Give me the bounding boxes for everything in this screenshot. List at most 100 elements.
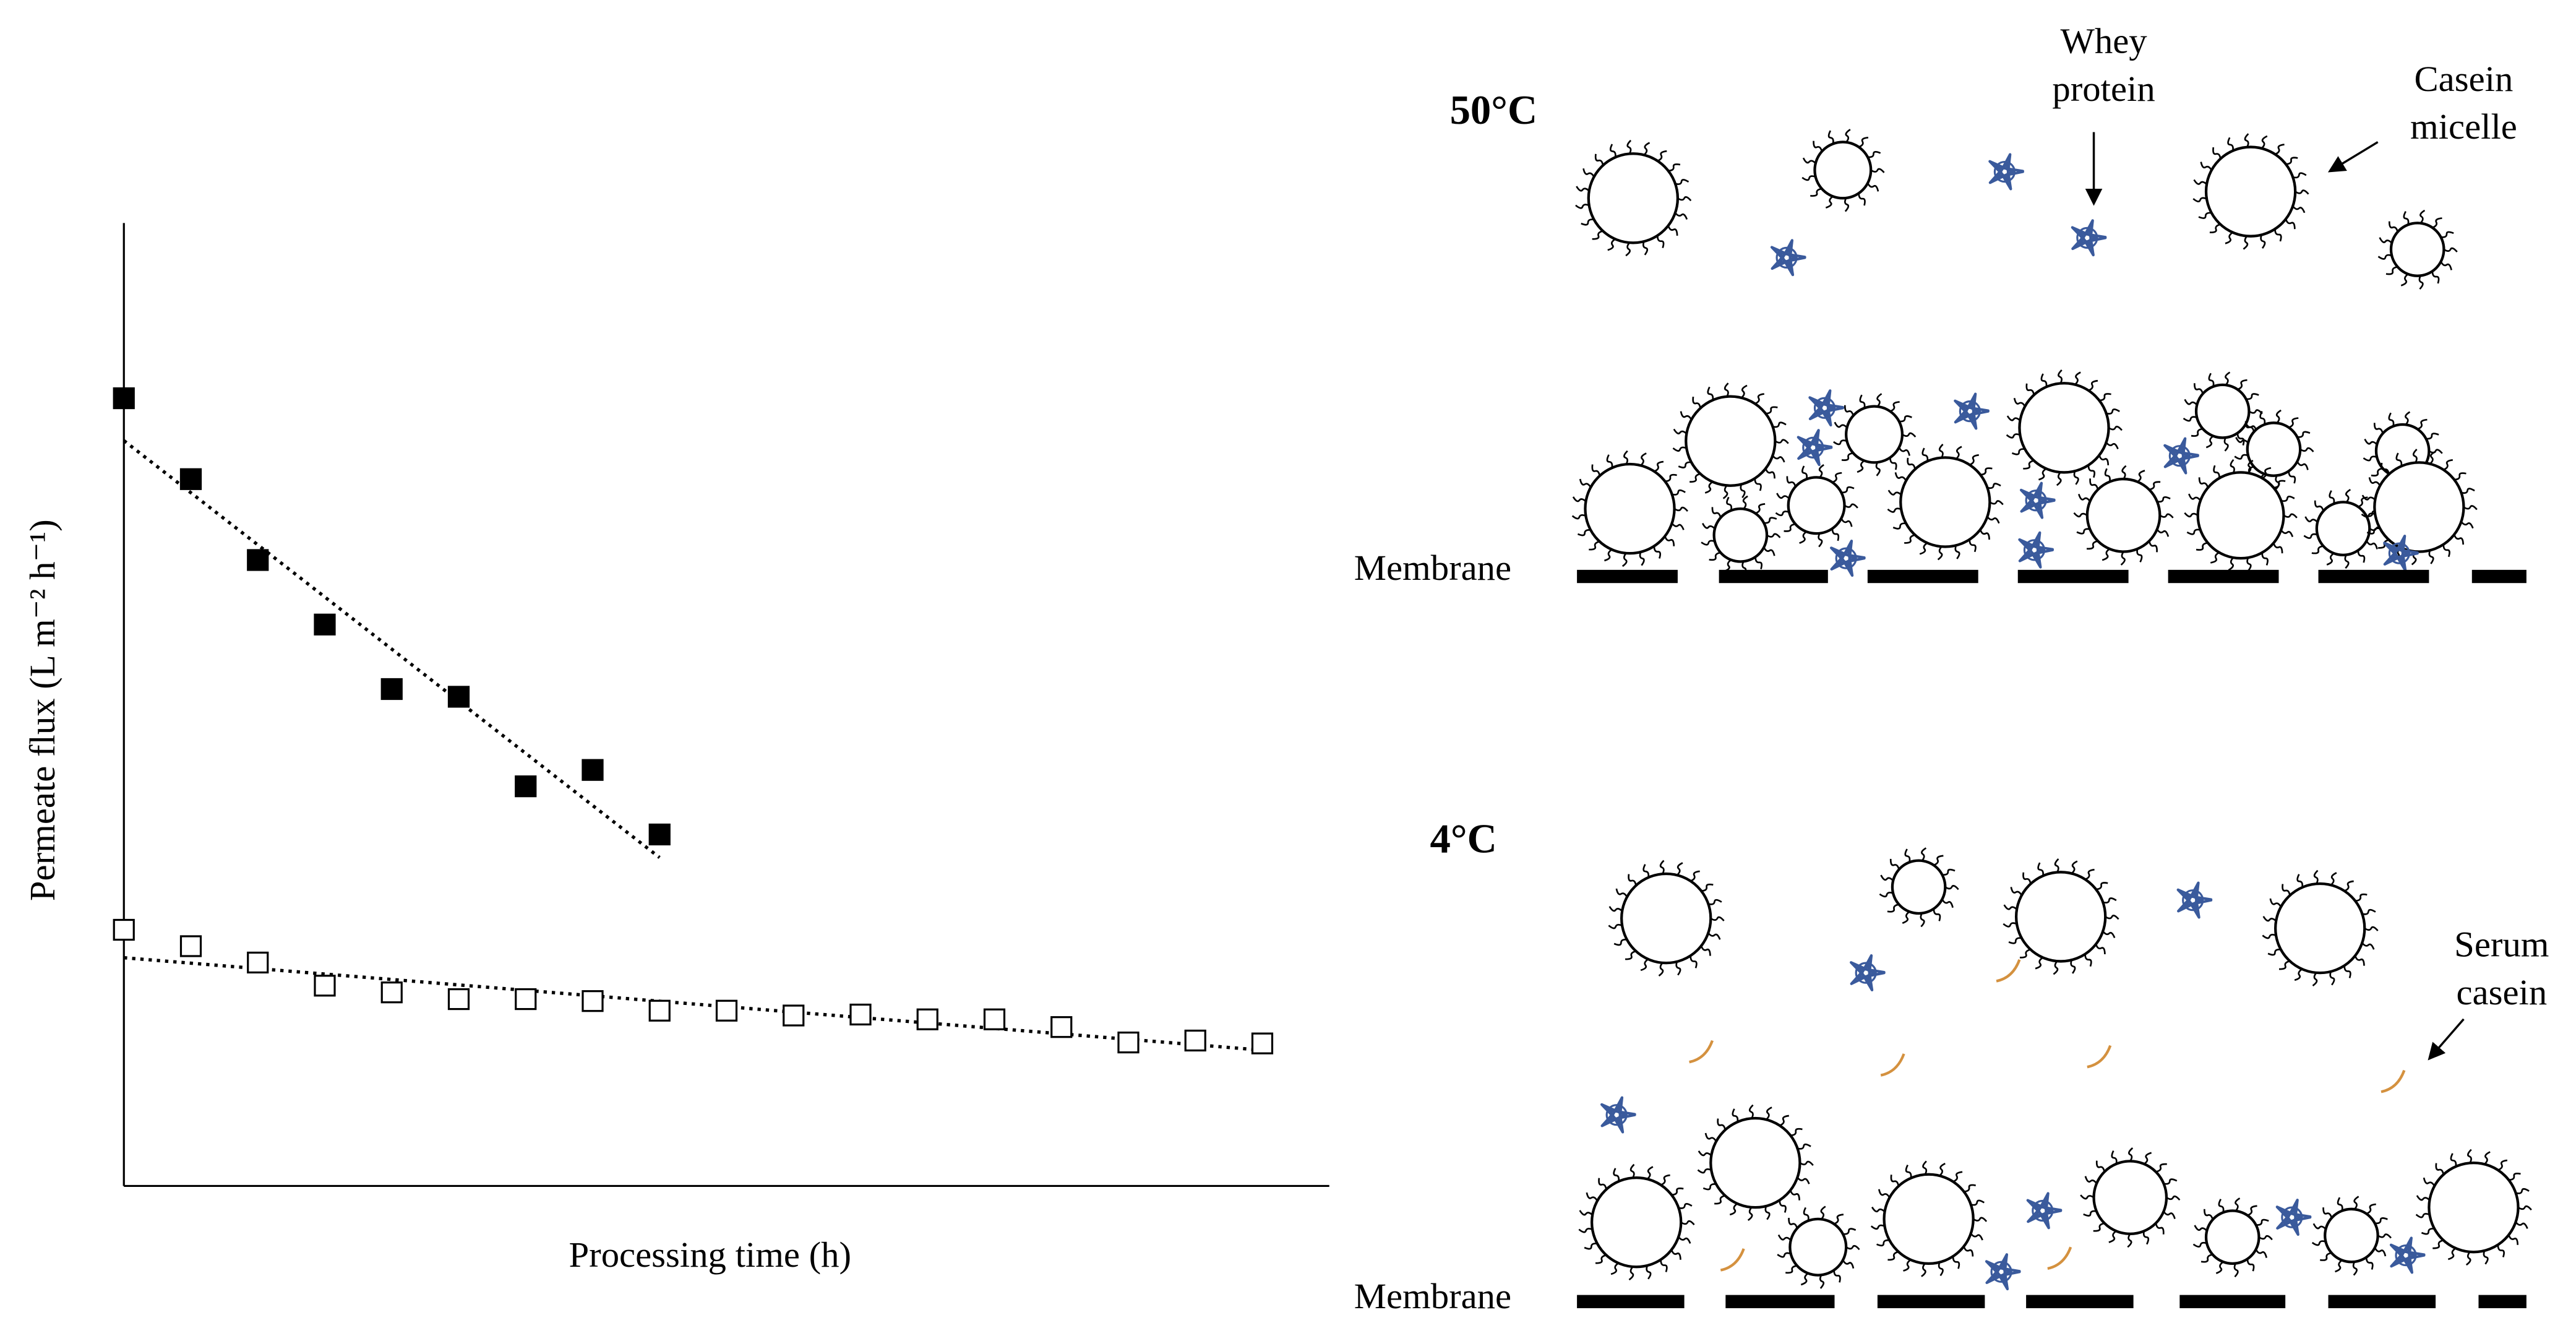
kappa-hair — [1832, 472, 1842, 483]
kappa-hair — [2163, 1210, 2176, 1219]
kappa-hair — [1880, 874, 1894, 882]
kappa-hair — [1742, 495, 1748, 510]
kappa-hair — [1698, 1150, 1712, 1157]
kappa-hair — [1740, 484, 1746, 499]
kappa-hair — [2368, 477, 2381, 486]
kappa-hair — [1621, 553, 1628, 567]
kappa-hair — [2364, 438, 2378, 446]
kappa-hair — [2163, 1178, 2178, 1185]
kappa-hair — [2225, 231, 2234, 244]
marker — [648, 823, 671, 846]
kappa-hair — [2294, 968, 2303, 981]
marker — [916, 1008, 938, 1030]
kappa-hair — [1671, 522, 1685, 530]
kappa-hair — [2295, 189, 2309, 195]
kappa-hair — [2412, 449, 2418, 464]
marker — [1050, 1016, 1073, 1038]
kappa-hair — [2278, 960, 2290, 970]
kappa-hair — [2260, 235, 2266, 249]
kappa-hair — [1876, 1239, 1890, 1247]
casein-micelle — [1883, 1173, 1975, 1265]
kappa-hair — [1710, 916, 1725, 921]
whey-protein — [2395, 1244, 2417, 1267]
kappa-hair — [2312, 1223, 2327, 1230]
kappa-hair — [1790, 1128, 1803, 1137]
kappa-hair — [1707, 932, 1721, 940]
kappa-hair — [2230, 459, 2235, 473]
kappa-hair — [2463, 505, 2478, 511]
kappa-hair — [1692, 396, 1701, 408]
kappa-hair — [2247, 1205, 2257, 1217]
whey-protein — [1959, 400, 1981, 423]
kappa-hair — [1939, 1162, 1946, 1176]
whey-protein — [2023, 539, 2046, 561]
kappa-hair — [2395, 452, 2403, 467]
casein-micelle — [1587, 152, 1680, 244]
serum-label: casein — [2456, 972, 2547, 1012]
kappa-hair — [2089, 478, 2099, 490]
kappa-hair — [2377, 254, 2392, 260]
kappa-hair — [2037, 862, 2044, 876]
kappa-hair — [2261, 552, 2269, 566]
kappa-hair — [1840, 518, 1853, 527]
kappa-hair — [2403, 211, 2410, 225]
kappa-hair — [1729, 1202, 1738, 1216]
kappa-hair — [2098, 455, 2110, 465]
kappa-hair — [2357, 550, 2366, 563]
kappa-hair — [2364, 926, 2379, 931]
kappa-hair — [2040, 373, 2048, 387]
kappa-hair — [1678, 1202, 1693, 1209]
kappa-hair — [2053, 960, 2059, 975]
whey-protein — [2076, 226, 2098, 249]
kappa-hair — [2343, 965, 2351, 978]
whey-protein — [2168, 445, 2191, 467]
kappa-hair — [2246, 557, 2252, 572]
casein-micelle — [1891, 859, 1947, 915]
membrane-segment — [2179, 1295, 2286, 1308]
membrane-segment — [1577, 569, 1678, 584]
serum-casein — [2381, 1069, 2406, 1093]
marker — [582, 990, 604, 1012]
kappa-hair — [1639, 551, 1645, 566]
kappa-hair — [1754, 478, 1762, 491]
kappa-hair — [2073, 512, 2088, 518]
kappa-hair — [2345, 489, 2351, 503]
kappa-hair — [1871, 1206, 1886, 1213]
kappa-hair — [2428, 449, 2443, 454]
kappa-hair — [1680, 411, 1693, 420]
kappa-hair — [1944, 885, 1959, 890]
kappa-hair — [2235, 1197, 2241, 1212]
kappa-hair — [1589, 540, 1600, 551]
kappa-hair — [2244, 421, 2255, 433]
whey-protein — [2281, 1206, 2303, 1228]
marker — [715, 999, 738, 1022]
kappa-hair — [2453, 534, 2464, 545]
kappa-hair — [2330, 872, 2337, 886]
casein-micelle — [2274, 882, 2366, 975]
kappa-hair — [1825, 196, 1834, 209]
kappa-hair — [1970, 1233, 1983, 1241]
kappa-hair — [2428, 550, 2434, 564]
kappa-hair — [1788, 1217, 1798, 1229]
kappa-hair — [1667, 225, 1678, 236]
kappa-hair — [1904, 848, 1911, 863]
casein-micelle — [2014, 871, 2107, 963]
panel-title: 50°C — [1450, 88, 1538, 133]
kappa-hair — [1678, 461, 1692, 468]
kappa-hair — [1615, 888, 1628, 898]
kappa-hair — [1642, 241, 1649, 256]
kappa-hair — [1921, 1262, 1926, 1277]
kappa-hair — [1772, 455, 1785, 463]
kappa-hair — [2193, 179, 2208, 185]
kappa-hair — [2273, 480, 2286, 489]
kappa-hair — [1672, 489, 1686, 496]
kappa-hair — [1789, 1189, 1800, 1201]
kappa-hair — [1579, 478, 1592, 488]
kappa-hair — [2285, 218, 2296, 230]
kappa-hair — [2105, 441, 2119, 449]
kappa-hair — [1894, 472, 1907, 481]
kappa-hair — [1797, 1143, 1811, 1150]
kappa-hair — [1922, 1160, 1928, 1175]
kappa-hair — [2235, 437, 2249, 444]
